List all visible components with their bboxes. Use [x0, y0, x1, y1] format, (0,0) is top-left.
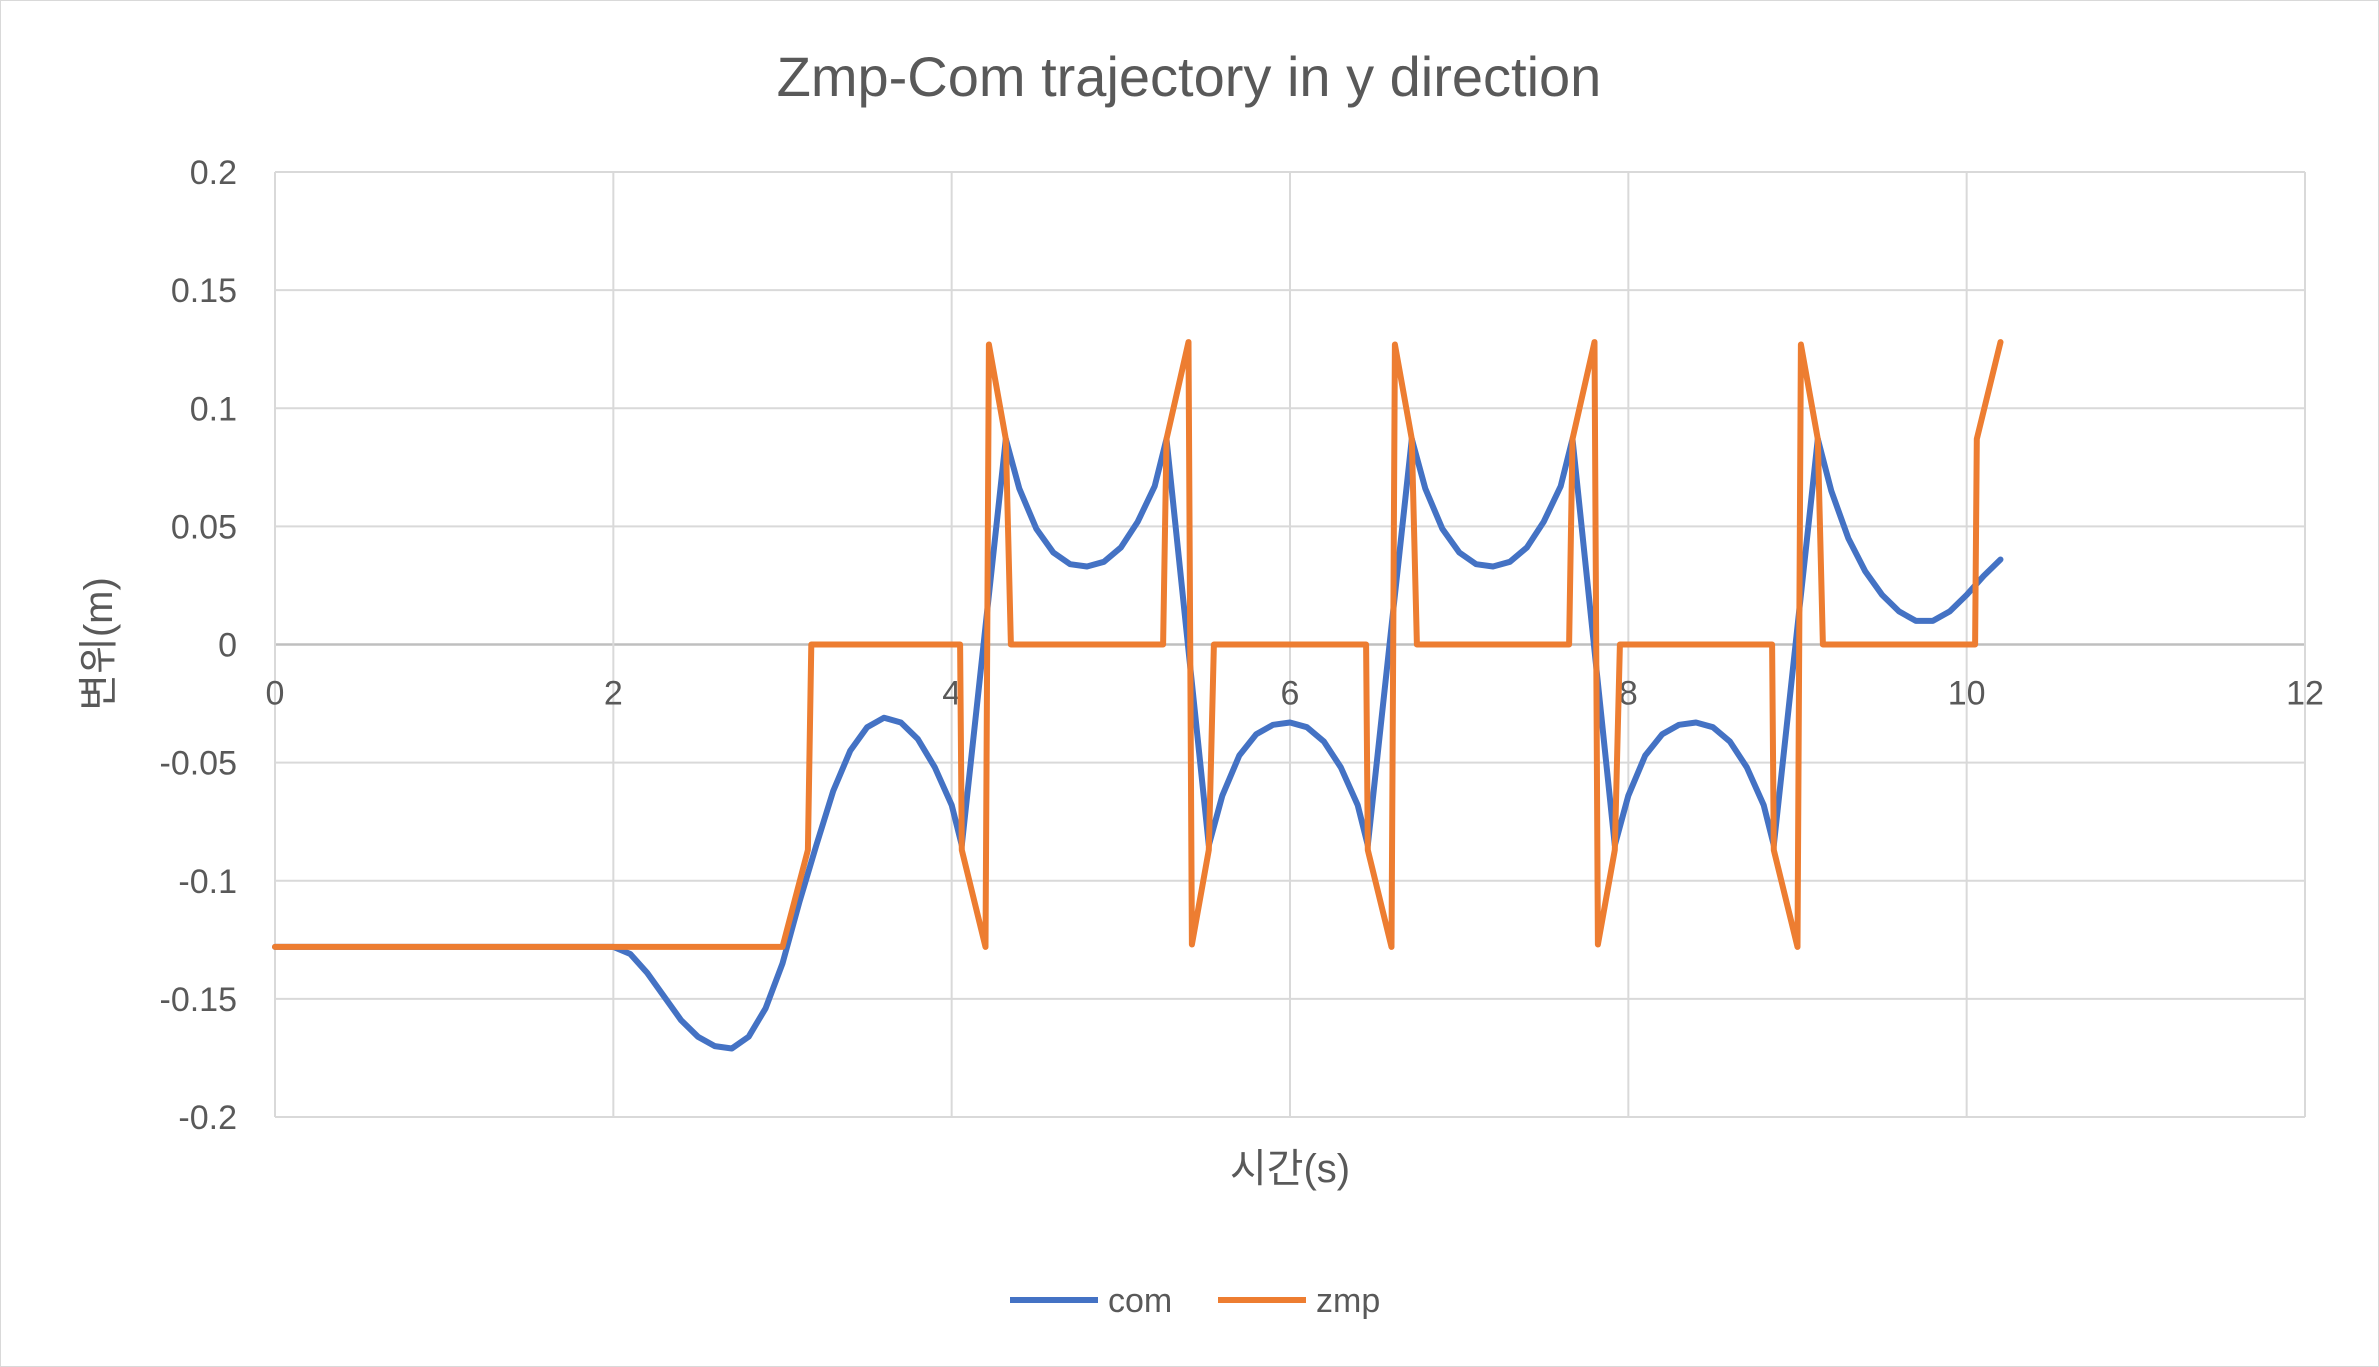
legend: com zmp: [1010, 1282, 1380, 1320]
y-tick-label: 0.2: [190, 154, 237, 192]
y-tick-label: 0: [218, 627, 237, 665]
x-tick-label: 2: [604, 675, 623, 713]
tick-labels: 0.2 0.15 0.1 0.05 0 -0.05 -0.1 -0.15 -0.2 0 2 4 6 8 10…: [160, 154, 2324, 1137]
x-axis-title: 시간(s): [1230, 1147, 1350, 1191]
legend-label-com: com: [1108, 1282, 1172, 1320]
x-tick-label: 4: [942, 675, 961, 713]
chart-title: Zmp-Com trajectory in y direction: [777, 45, 1602, 108]
x-tick-label: 12: [2286, 675, 2324, 713]
x-tick-label: 10: [1948, 675, 1986, 713]
y-tick-label: -0.2: [178, 1099, 237, 1137]
y-axis-title: 변위(m): [77, 577, 121, 711]
y-tick-label: -0.1: [178, 863, 237, 901]
series-line-com: [272, 436, 2004, 1052]
y-tick-label: -0.15: [160, 981, 238, 1019]
x-tick-label: 0: [266, 675, 285, 713]
series-line-zmp: [272, 339, 2004, 950]
y-tick-label: 0.1: [190, 390, 237, 428]
gridlines: [274, 171, 2306, 1118]
y-tick-label: -0.05: [160, 745, 238, 783]
x-tick-label: 6: [1281, 675, 1300, 713]
series-lines: [272, 339, 2004, 1052]
x-tick-label: 8: [1619, 675, 1638, 713]
y-tick-label: 0.15: [171, 272, 237, 310]
legend-label-zmp: zmp: [1316, 1282, 1380, 1320]
y-tick-label: 0.05: [171, 508, 237, 546]
